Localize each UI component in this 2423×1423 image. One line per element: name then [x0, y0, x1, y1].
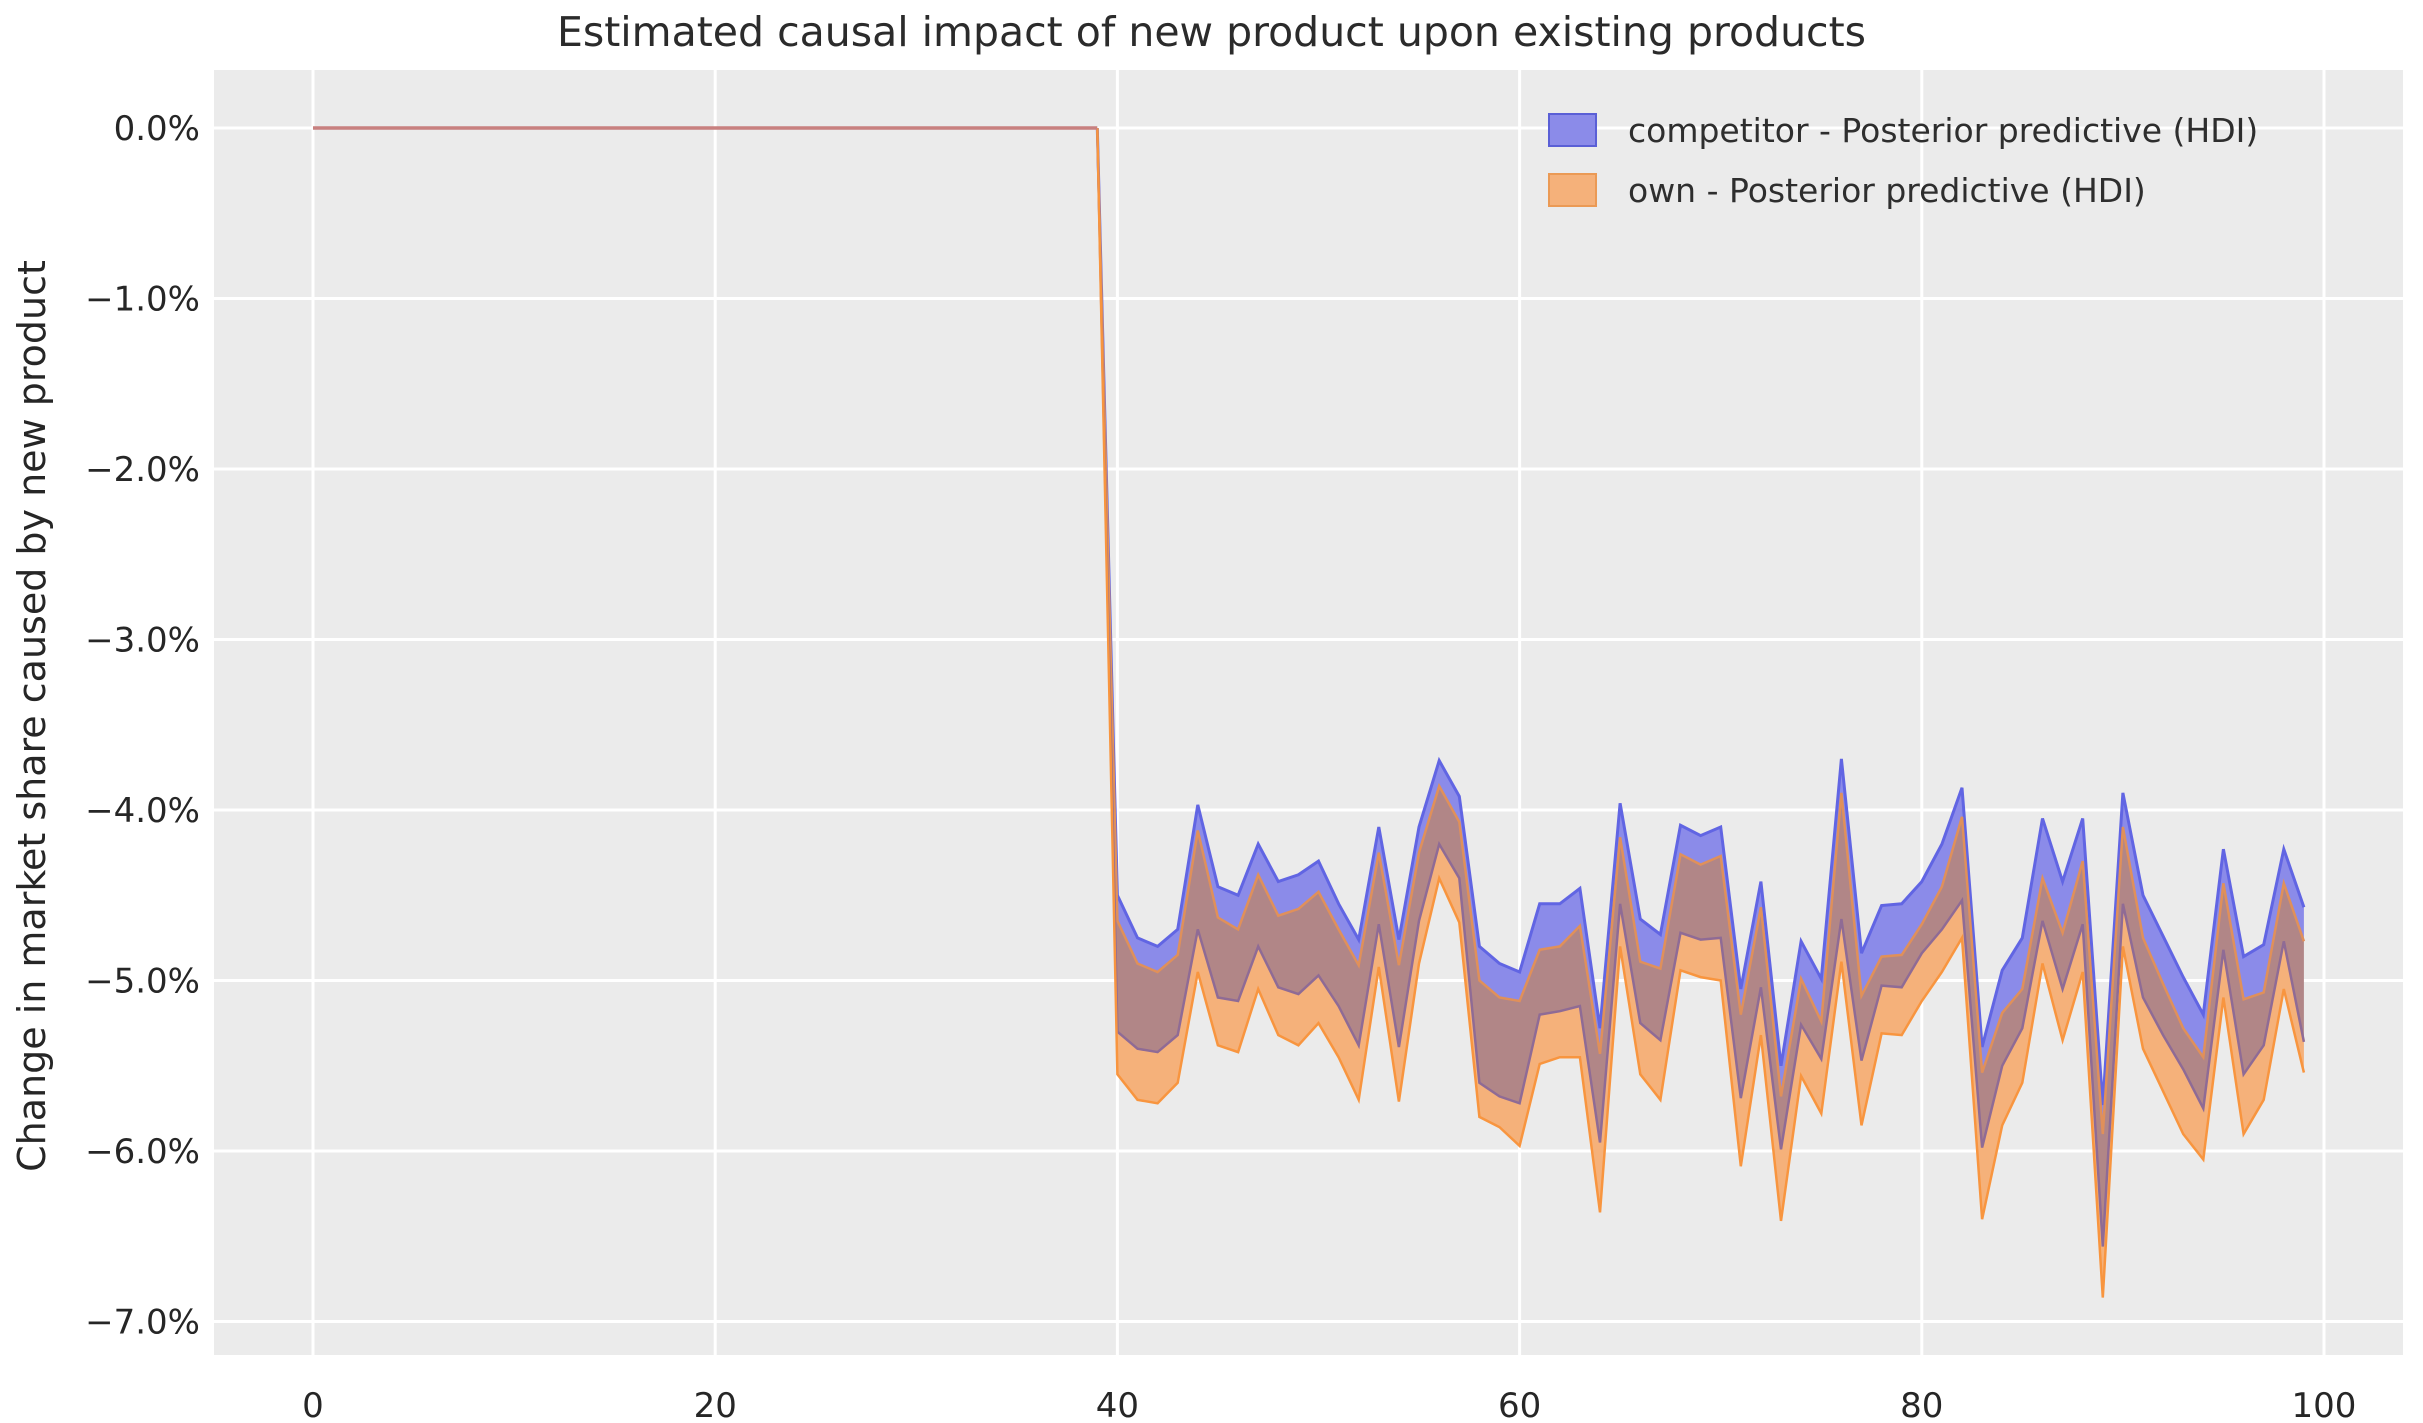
y-tick-label: 0.0%	[114, 109, 200, 149]
competitor-band-swatch-icon	[1548, 113, 1597, 147]
y-tick-label: −6.0%	[85, 1132, 200, 1172]
chart-title: Estimated causal impact of new product u…	[556, 8, 1867, 56]
y-axis-label: Change in market share caused by new pro…	[10, 260, 54, 1172]
competitor-lower-edge	[1096, 127, 2306, 1247]
x-axis-tick-labels: 0 20 40 60 80 100	[302, 1386, 2356, 1423]
legend: competitor - Posterior predictive (HDI) …	[1548, 100, 2258, 220]
x-tick-label: 20	[694, 1386, 737, 1423]
legend-item-own: own - Posterior predictive (HDI)	[1548, 160, 2258, 220]
plot-background	[214, 70, 2403, 1355]
y-tick-label: −1.0%	[85, 280, 200, 320]
competitor-upper-edge	[1095, 127, 2306, 1106]
own-lower-edge	[1096, 127, 2306, 1298]
y-axis-tick-labels: 0.0% −1.0% −2.0% −3.0% −4.0% −5.0% −6.0% −7.0%	[85, 109, 200, 1343]
x-tick-label: 40	[1096, 1386, 1139, 1423]
y-tick-label: −4.0%	[85, 791, 200, 831]
x-tick-label: 80	[1900, 1386, 1943, 1423]
own-band-swatch-icon	[1548, 173, 1597, 207]
band-overlap-region	[1097, 128, 2304, 1247]
legend-label-own: own - Posterior predictive (HDI)	[1628, 170, 2146, 210]
x-tick-label: 100	[2292, 1386, 2357, 1423]
legend-item-competitor: competitor - Posterior predictive (HDI)	[1548, 100, 2258, 160]
legend-label-competitor: competitor - Posterior predictive (HDI)	[1628, 110, 2259, 150]
y-tick-label: −3.0%	[85, 621, 200, 661]
y-tick-label: −2.0%	[85, 450, 200, 490]
own-upper-edge	[1096, 127, 2306, 1135]
x-tick-label: 0	[302, 1386, 324, 1423]
gridlines	[214, 70, 2403, 1355]
x-tick-label: 60	[1498, 1386, 1541, 1423]
hdi-bands	[313, 126, 2306, 1298]
y-tick-label: −5.0%	[85, 962, 200, 1002]
y-tick-label: −7.0%	[85, 1303, 200, 1343]
